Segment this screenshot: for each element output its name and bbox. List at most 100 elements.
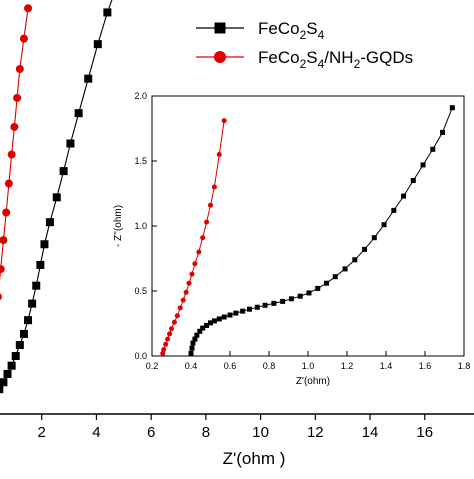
inset-x-tick-label: 1.2 [341,361,354,371]
main-point-0 [0,378,8,387]
main-point-0 [36,260,45,269]
legend-label-feco2s4: FeCo2S4 [258,19,325,42]
inset-point-0 [288,296,294,302]
main-point-0 [3,369,12,378]
inset-point-1 [174,313,180,319]
inset-point-1 [192,261,198,267]
inset-x-tick-label: 1.8 [458,361,471,371]
inset-x-tick-label: 0.8 [263,361,276,371]
main-series [0,0,113,394]
inset-point-1 [169,326,174,332]
inset-point-1 [160,350,166,356]
inset-point-0 [371,235,377,241]
inset-point-0 [440,129,446,135]
inset-point-0 [240,308,246,314]
inset-point-1 [216,152,222,157]
inset-point-1 [189,271,195,277]
main-point-0 [103,8,112,17]
inset-x-tick-label: 1.4 [380,361,393,371]
inset-point-0 [233,310,239,316]
legend-item-feco2s4: FeCo2S4 [196,19,325,42]
main-point-1 [24,4,33,13]
inset-frame [151,95,465,357]
inset-y-tick-label: 0.0 [134,351,147,361]
main-point-1 [19,34,28,43]
inset-point-1 [163,341,169,347]
inset-point-1 [171,319,177,325]
main-point-1 [13,93,22,102]
inset-y-tick-label: 2.0 [134,91,147,101]
legend-marker-circle [214,51,226,63]
main-x-tick-label: 14 [362,424,379,441]
inset-point-0 [194,332,200,338]
inset-series [160,105,455,356]
inset-y-axis-label: - Z''(ohm) [113,205,124,247]
inset-point-0 [306,290,312,296]
main-point-1 [10,122,19,131]
inset-point-0 [190,340,196,346]
main-point-1 [15,65,24,73]
inset-point-0 [410,178,416,183]
inset-point-0 [430,146,436,152]
inset-point-1 [161,347,167,352]
main-x-tick-label: 4 [92,424,100,441]
inset-point-1 [208,202,213,208]
main-point-1 [2,208,11,217]
inset-plot: 0.2 0.4 0.6 0.8 1.0 1.2 1.4 1.6 1.8 0.0 0.5 1.0 1.5… [113,91,470,387]
main-point-0 [19,329,28,338]
inset-point-0 [352,257,358,263]
main-point-0 [11,352,20,361]
inset-point-0 [391,207,397,213]
inset-point-0 [324,280,330,286]
inset-point-0 [254,304,260,310]
inset-point-1 [200,235,206,241]
main-point-0 [40,240,49,249]
inset-x-tick-label: 0.4 [185,361,198,371]
inset-y-tick-label: 1.0 [134,221,147,231]
inset-point-0 [204,322,210,328]
main-plot: 2 4 6 8 10 12 14 16 Z'(ohm ) [0,0,474,468]
inset-point-0 [280,298,286,304]
inset-x-ticks: 0.2 0.4 0.6 0.8 1.0 1.2 1.4 1.6 1.8 [146,351,471,371]
main-point-0 [93,40,102,49]
main-point-0 [84,74,93,83]
inset-point-0 [449,105,455,111]
inset-x-axis-label: Z'(ohm) [296,376,330,387]
inset-y-tick-label: 1.5 [134,156,147,166]
inset-point-1 [211,184,217,190]
inset-point-0 [420,162,426,168]
main-point-1 [0,236,8,245]
main-point-0 [0,385,4,394]
legend-label-feco2s4-nh2-gqds: FeCo2S4/NH2-GQDs [258,48,413,71]
inset-point-0 [297,293,303,299]
main-point-0 [66,139,75,148]
inset-point-0 [381,222,387,228]
main-point-0 [7,361,16,370]
main-x-tick-label: 2 [38,424,46,441]
main-point-0 [59,167,68,176]
inset-point-1 [177,305,183,311]
inset-point-0 [362,246,368,252]
inset-point-0 [192,336,198,342]
legend-item-feco2s4-nh2-gqds: FeCo2S4/NH2-GQDs [196,48,413,71]
main-x-tick-label: 8 [202,424,210,441]
inset-point-1 [167,331,173,337]
inset-point-0 [271,300,277,306]
inset-x-tick-label: 1.0 [302,361,315,371]
main-point-1 [4,179,13,188]
main-point-0 [52,193,61,202]
main-point-0 [32,281,41,290]
main-point-0 [24,316,33,325]
legend-marker-square [214,22,226,34]
inset-point-1 [204,219,210,225]
main-x-tick-label: 12 [307,424,324,441]
inset-point-0 [200,325,206,331]
inset-point-0 [332,274,338,280]
main-point-1 [7,150,16,159]
inset-x-tick-label: 0.2 [146,361,159,371]
main-point-1 [0,265,5,274]
main-point-0 [45,218,54,227]
inset-point-0 [189,345,195,351]
